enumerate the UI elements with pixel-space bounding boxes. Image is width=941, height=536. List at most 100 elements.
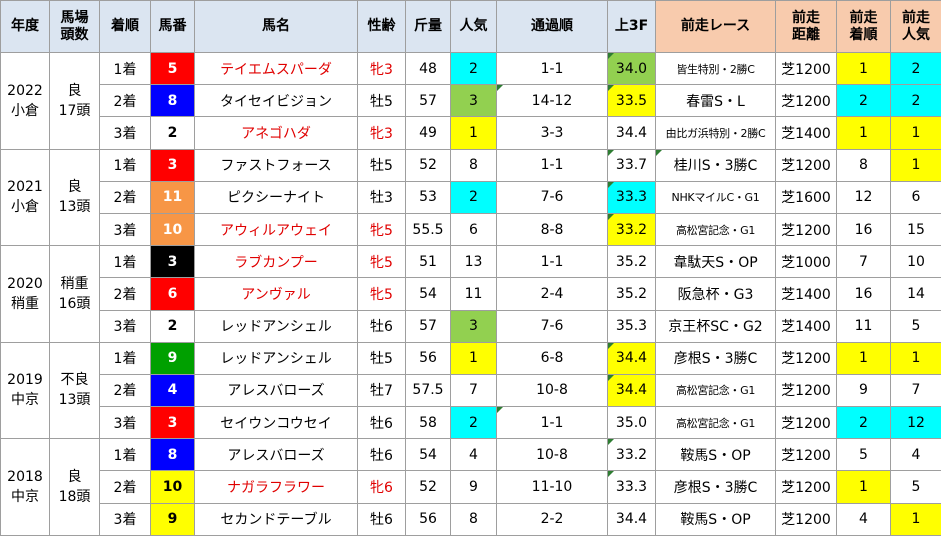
sex-age: 牡6	[357, 502, 406, 536]
sex-age: 牝3	[357, 116, 406, 150]
passing-order: 6-8	[496, 341, 608, 375]
carried-weight: 49	[405, 116, 451, 150]
horse-name: ラブカンプー	[194, 245, 358, 279]
horse-name: テイエムスパーダ	[194, 51, 358, 86]
popularity: 6	[450, 212, 497, 247]
prev-popularity: 5	[890, 309, 941, 343]
table-row[interactable]: 2着 8 タイセイビジョン 牡5 57 3 14-12 33.5 春雷S・L 芝1200 2 2	[1, 84, 941, 118]
last-3f-time: 33.3	[607, 180, 656, 214]
passing-order: 2-2	[496, 502, 608, 536]
prev-distance: 芝1000	[775, 245, 837, 279]
col-header-prev-popularity[interactable]: 前走 人気	[890, 0, 941, 53]
gate-number: 2	[150, 309, 195, 343]
table-row[interactable]: 2着 4 アレスバローズ 牡7 57.5 7 10-8 34.4 高松宮記念・G1 芝1200 9 7	[1, 373, 941, 408]
col-header-prev-rank[interactable]: 前走 着順	[836, 0, 891, 53]
sex-age: 牡5	[357, 341, 406, 375]
col-header-name[interactable]: 馬名	[194, 0, 358, 53]
col-header-passing[interactable]: 通過順	[496, 0, 608, 53]
table-row[interactable]: 2着 11 ピクシーナイト 牡3 53 2 7-6 33.3 NHKマイルC・G1 芝1600 12…	[1, 180, 941, 214]
carried-weight: 58	[405, 406, 451, 440]
header-row: 年度 馬場 頭数 着順 馬番 馬名 性齢 斤量 人気 通過順 上3F 前走レース …	[0, 0, 941, 53]
track-condition: 良	[67, 469, 82, 486]
horse-name: セイウンコウセイ	[194, 406, 358, 440]
table-row[interactable]: 2021 小倉良 13頭 1着 3 ファストフォース 牡5 52 8 1-1 33.7 桂川S・3勝C…	[0, 148, 941, 247]
col-header-prev-distance-line2: 距離	[792, 26, 820, 43]
sex-age: 牝5	[357, 245, 406, 279]
passing-order: 1-1	[496, 51, 608, 86]
table-row[interactable]: 2022 小倉良 17頭 1着 5 テイエムスパーダ 牝3 48 2 1-1 34.0 皆生特別・2勝…	[0, 51, 941, 150]
passing-order: 8-8	[496, 212, 608, 247]
gate-number: 4	[150, 373, 195, 408]
gate-number: 6	[150, 277, 195, 311]
table-row[interactable]: 3着 9 セカンドテーブル 牡6 56 8 2-2 34.4 鞍馬S・OP 芝1200 4 1	[1, 502, 941, 536]
track-condition: 稍重	[60, 275, 89, 292]
table-row[interactable]: 3着 2 レッドアンシェル 牡6 57 3 7-6 35.3 京王杯SC・G2 芝1400 11 5	[1, 309, 941, 343]
col-header-prev-race[interactable]: 前走レース	[655, 0, 776, 53]
table-row[interactable]: 3着 10 アウィルアウェイ 牝5 55.5 6 8-8 33.2 高松宮記念・G1 芝1200 1…	[1, 212, 941, 247]
col-header-sexage[interactable]: 性齢	[357, 0, 406, 53]
carried-weight: 56	[405, 502, 451, 536]
passing-order: 10-8	[496, 438, 608, 472]
gate-number: 3	[150, 148, 195, 182]
table-row[interactable]: 2着 10 ナガラフラワー 牝6 52 9 11-10 33.3 彦根S・3勝C 芝1200 1 5	[1, 470, 941, 504]
last-3f-time: 33.5	[607, 84, 656, 118]
col-header-weight[interactable]: 斤量	[405, 0, 451, 53]
col-header-prev-distance[interactable]: 前走 距離	[775, 0, 837, 53]
horse-name: レッドアンシェル	[194, 309, 358, 343]
passing-order: 10-8	[496, 373, 608, 408]
prev-distance: 芝1400	[775, 116, 837, 150]
popularity: 1	[450, 341, 497, 375]
col-header-last3f[interactable]: 上3F	[607, 0, 656, 53]
popularity: 2	[450, 51, 497, 86]
prev-popularity: 10	[890, 245, 941, 279]
finish-rank: 2着	[99, 180, 151, 214]
sex-age: 牡5	[357, 148, 406, 182]
track-condition-cell: 良 18頭	[49, 438, 100, 536]
venue-label: 中京	[11, 392, 39, 409]
prev-race: 彦根S・3勝C	[655, 470, 776, 504]
passing-order: 2-4	[496, 277, 608, 311]
table-row[interactable]: 3着 2 アネゴハダ 牝3 49 1 3-3 34.4 由比ガ浜特別・2勝C 芝1400 1 1	[1, 116, 941, 150]
prev-race: 高松宮記念・G1	[655, 212, 776, 247]
prev-race: 阪急杯・G3	[655, 277, 776, 311]
col-header-track[interactable]: 馬場 頭数	[49, 0, 100, 53]
gate-number: 9	[150, 502, 195, 536]
prev-distance: 芝1200	[775, 212, 837, 247]
last-3f-time: 35.2	[607, 277, 656, 311]
prev-popularity: 12	[890, 406, 941, 440]
gate-number: 3	[150, 406, 195, 440]
col-header-rank[interactable]: 着順	[99, 0, 151, 53]
col-header-prev-popularity-line1: 前走	[902, 9, 930, 26]
carried-weight: 51	[405, 245, 451, 279]
gate-number: 8	[150, 84, 195, 118]
col-header-gate[interactable]: 馬番	[150, 0, 195, 53]
prev-rank: 1	[836, 116, 891, 150]
col-header-popularity[interactable]: 人気	[450, 0, 497, 53]
carried-weight: 57.5	[405, 373, 451, 408]
prev-rank: 4	[836, 502, 891, 536]
carried-weight: 56	[405, 341, 451, 375]
carried-weight: 54	[405, 277, 451, 311]
passing-order: 11-10	[496, 470, 608, 504]
prev-rank: 8	[836, 148, 891, 182]
popularity: 8	[450, 502, 497, 536]
venue-label: 中京	[11, 489, 39, 506]
table-row[interactable]: 2020 稍重 稍重 16頭 1着 3 ラブカンプー 牝5 51 13 1-1 35.2 韋駄天S・OP…	[0, 245, 941, 343]
sex-age: 牝5	[357, 277, 406, 311]
table-row[interactable]: 2019 中京 不良 13頭 1着 9 レッドアンシェル 牡5 56 1 6-8 34.4 彦根S・3勝…	[0, 341, 941, 440]
col-header-year[interactable]: 年度	[0, 0, 50, 53]
table-row[interactable]: 2018 中京良 18頭 1着 8 アレスバローズ 牡6 54 4 10-8 33.2 鞍馬S・OP 芝…	[0, 438, 941, 536]
last-3f-time: 34.4	[607, 502, 656, 536]
prev-popularity: 1	[890, 502, 941, 536]
sex-age: 牡7	[357, 373, 406, 408]
popularity: 3	[450, 84, 497, 118]
prev-popularity: 5	[890, 470, 941, 504]
table-row[interactable]: 2着 6 アンヴァル 牝5 54 11 2-4 35.2 阪急杯・G3 芝1400 16 14	[1, 277, 941, 311]
table-row[interactable]: 3着 3 セイウンコウセイ 牡6 58 2 1-1 35.0 高松宮記念・G1 芝1200 2 12	[1, 406, 941, 440]
horse-name: ナガラフラワー	[194, 470, 358, 504]
last-3f-time: 34.4	[607, 116, 656, 150]
prev-race: 彦根S・3勝C	[655, 341, 776, 375]
gate-number: 5	[150, 51, 195, 86]
popularity: 11	[450, 277, 497, 311]
last-3f-time: 34.4	[607, 341, 656, 375]
